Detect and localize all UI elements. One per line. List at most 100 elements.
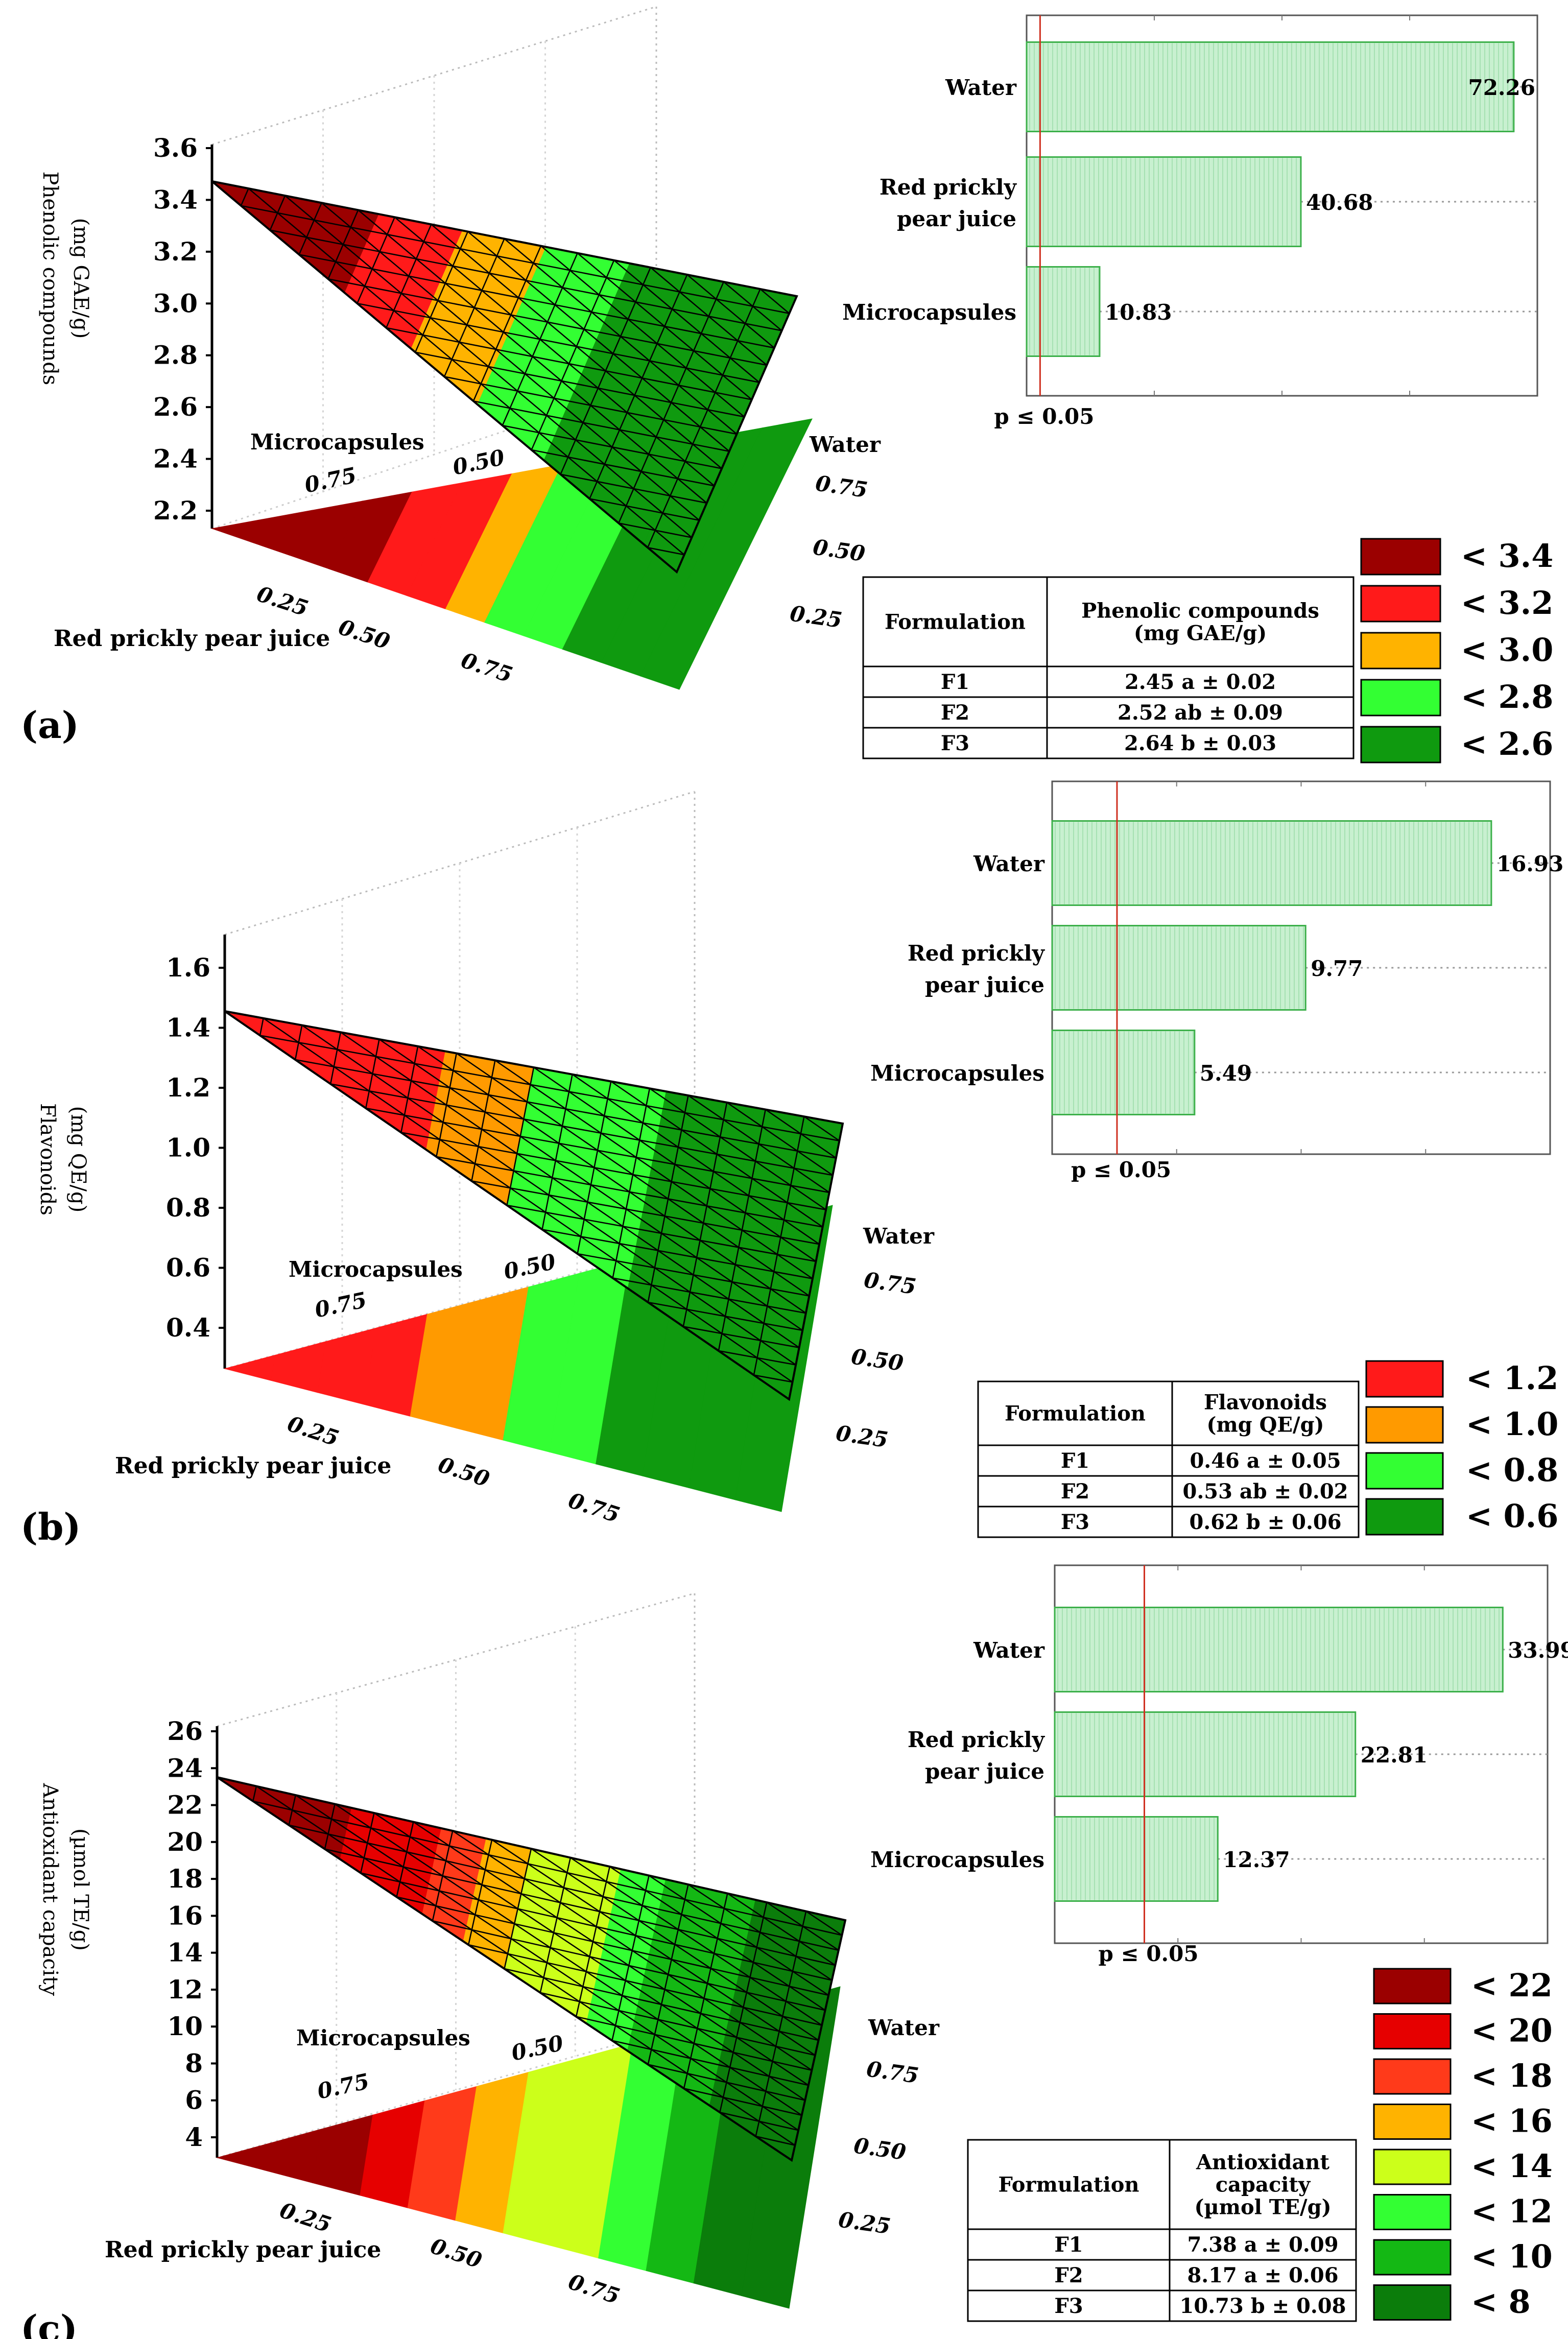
water-tick-label: 0.50 [850, 1344, 905, 1376]
legend-label: < 3.0 [1461, 631, 1553, 669]
mesh-line [753, 1374, 793, 1383]
z-axis-title: (mg GAE/g) [69, 218, 92, 339]
table-cell: F3 [1061, 1510, 1089, 1534]
mesh-line [241, 205, 790, 314]
legend-swatch [1360, 679, 1441, 717]
table-frame [977, 1380, 1360, 1538]
mesh-line [259, 1035, 840, 1141]
projection-band [640, 418, 813, 690]
mesh-line [618, 281, 725, 523]
pareto-value-label: 10.83 [1105, 300, 1172, 325]
legend-label: < 0.6 [1466, 1497, 1558, 1535]
juice-tick-label: 0.50 [435, 1452, 492, 1492]
mesh-line [755, 2135, 795, 2146]
projection-band [216, 2143, 270, 2171]
z-tick-label: 12 [167, 1974, 203, 2004]
mesh-line [240, 188, 249, 206]
mesh-line [400, 1046, 419, 1133]
water-tick-label: 0.25 [837, 2207, 892, 2239]
mesh-line [726, 1102, 834, 1176]
pareto-category-label: Water [945, 75, 1017, 100]
legend-label: < 10 [1471, 2238, 1553, 2275]
micro-tick-label: 0.50 [509, 2031, 565, 2066]
legend-label: < 1.2 [1466, 1359, 1558, 1397]
pareto-value-label: 16.93 [1496, 851, 1564, 876]
results-table: Formulation Flavonoids(mg QE/g) F1 0.46 a ±… [977, 1380, 1360, 1538]
pareto-value-label: 22.81 [1361, 1743, 1428, 1768]
z-axis-title: Phenolic compounds [38, 172, 62, 386]
mesh-line [683, 1893, 728, 2089]
surface-outline [224, 1010, 844, 1401]
table-cell: F2 [941, 701, 969, 725]
mesh-line [329, 1032, 342, 1084]
pareto-category-label: Red prickly [908, 941, 1046, 966]
axis-label-juice: Red prickly pear juice [115, 1453, 391, 1479]
legend-swatch [1365, 1452, 1444, 1490]
significance-label: p ≤ 0.05 [994, 404, 1094, 429]
z-tick-label: 1.6 [166, 952, 210, 983]
mesh-line [683, 1326, 799, 1348]
color-legend: < 1.2 < 1.0 < 0.8 < 0.6 [1365, 1359, 1558, 1536]
mesh-line [542, 1229, 813, 1279]
axis-label-juice: Red prickly pear juice [105, 2237, 381, 2263]
mesh-line [647, 1884, 689, 2065]
axis-label-microcapsules: Microcapsules [296, 2025, 470, 2050]
juice-tick-label: 0.75 [565, 1488, 623, 1527]
mesh-line [365, 1039, 380, 1109]
mesh-line [727, 1893, 836, 1966]
panel-label: (c) [20, 2307, 78, 2339]
mesh-line [417, 1045, 806, 1314]
pareto-bar [1051, 925, 1306, 1011]
pareto-value-label: 40.68 [1306, 190, 1373, 215]
mesh-line [414, 231, 469, 353]
z-tick-label: 16 [167, 1900, 203, 1930]
mesh-line [357, 217, 395, 304]
legend-label: < 18 [1471, 2057, 1553, 2094]
z-tick-label: 4 [185, 2122, 203, 2152]
table-header: (µmol TE/g) [1194, 2195, 1331, 2219]
mesh-line [259, 1018, 264, 1036]
z-tick-label: 20 [167, 1827, 203, 1857]
mesh-line [753, 1116, 805, 1375]
mesh-line [396, 1822, 414, 1897]
mesh-line [531, 260, 615, 450]
mesh-line [647, 546, 684, 556]
z-axis-title: (µmol TE/g) [69, 1828, 92, 1951]
color-legend: < 22 < 20 < 18 < 16 < 14 < 12 < 10 < 8 [1373, 1967, 1553, 2321]
mesh-line [805, 1911, 843, 1936]
legend-label: < 2.8 [1461, 678, 1553, 715]
z-tick-label: 0.6 [166, 1253, 210, 1283]
mesh-line [263, 1017, 793, 1383]
mesh-line [467, 231, 730, 452]
response-surface [217, 1777, 846, 2161]
juice-tick-label: 0.75 [458, 648, 515, 687]
mesh-line [719, 1902, 768, 2113]
z-tick-label: 26 [167, 1716, 203, 1746]
table-cell: F1 [1054, 2233, 1083, 2257]
pareto-category-label: Microcapsules [870, 1061, 1044, 1086]
mesh-line [298, 202, 322, 255]
mesh-line [471, 1180, 820, 1245]
micro-tick-label: 0.75 [302, 463, 359, 498]
mesh-line [577, 1081, 612, 1254]
table-cell: F2 [1054, 2263, 1083, 2287]
juice-tick-label: 0.25 [284, 1411, 342, 1451]
table-cell: 0.53 ab ± 0.02 [1182, 1479, 1348, 1503]
table-header: Antioxidant [1196, 2151, 1329, 2175]
z-tick-label: 2.4 [153, 444, 198, 474]
z-tick-label: 2.8 [153, 340, 198, 370]
mesh-line [491, 1839, 816, 2056]
legend-label: < 0.8 [1466, 1451, 1558, 1489]
mesh-line [288, 1795, 296, 1826]
z-tick-label: 1.0 [166, 1133, 210, 1163]
legend-swatch [1373, 2058, 1452, 2095]
juice-tick-label: 0.50 [427, 2233, 485, 2273]
mesh-line [248, 188, 685, 556]
z-axis-title: Antioxidant capacity [38, 1783, 62, 1996]
table-cell: 0.62 b ± 0.06 [1189, 1510, 1341, 1534]
legend-swatch [1373, 2194, 1452, 2230]
mesh-line [494, 1060, 813, 1279]
z-tick-label: 22 [167, 1790, 203, 1820]
